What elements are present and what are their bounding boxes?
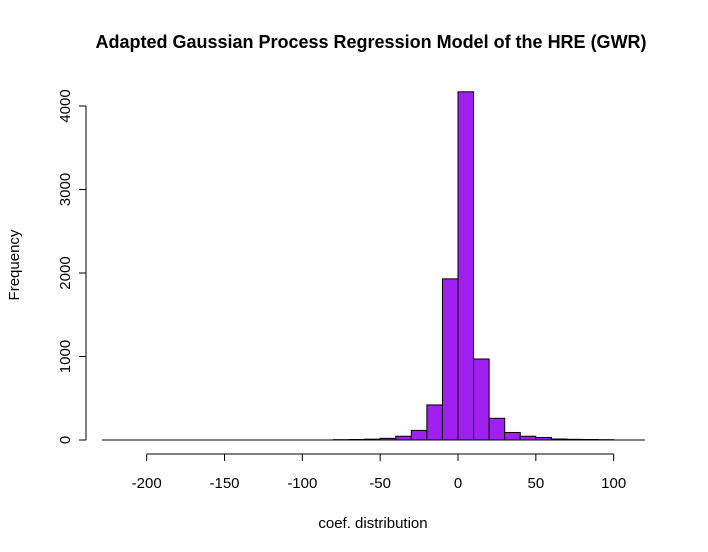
x-tick-label: 0 bbox=[454, 475, 462, 492]
x-tick-label: -150 bbox=[209, 475, 239, 492]
x-tick-label: 50 bbox=[527, 475, 544, 492]
histogram-bar bbox=[457, 91, 475, 441]
y-axis: 0 1000 2000 3000 4000 bbox=[57, 89, 87, 444]
x-axis: -200 -150 -100 -50 0 50 100 bbox=[132, 453, 626, 492]
x-tick-label: 100 bbox=[601, 475, 626, 492]
y-tick-label: 4000 bbox=[57, 89, 74, 122]
histogram-bar bbox=[410, 429, 428, 441]
histogram-bars bbox=[101, 91, 645, 441]
y-tick-label: 3000 bbox=[57, 173, 74, 206]
chart-title: Adapted Gaussian Process Regression Mode… bbox=[95, 32, 646, 52]
histogram-bar bbox=[504, 431, 521, 441]
histogram-bar bbox=[519, 435, 537, 441]
histogram-bar bbox=[488, 417, 506, 441]
histogram-bar bbox=[473, 358, 490, 441]
histogram-bar bbox=[441, 278, 459, 441]
x-tick-label: -100 bbox=[287, 475, 317, 492]
x-tick-label: -200 bbox=[132, 475, 162, 492]
x-axis-label: coef. distribution bbox=[318, 515, 427, 532]
y-tick-label: 2000 bbox=[57, 256, 74, 289]
y-tick-label: 0 bbox=[57, 436, 74, 444]
x-tick-label: -50 bbox=[369, 475, 391, 492]
histogram-bar bbox=[426, 404, 443, 441]
y-tick-label: 1000 bbox=[57, 340, 74, 373]
y-axis-label: Frequency bbox=[6, 229, 23, 300]
histogram-bar bbox=[395, 435, 412, 441]
